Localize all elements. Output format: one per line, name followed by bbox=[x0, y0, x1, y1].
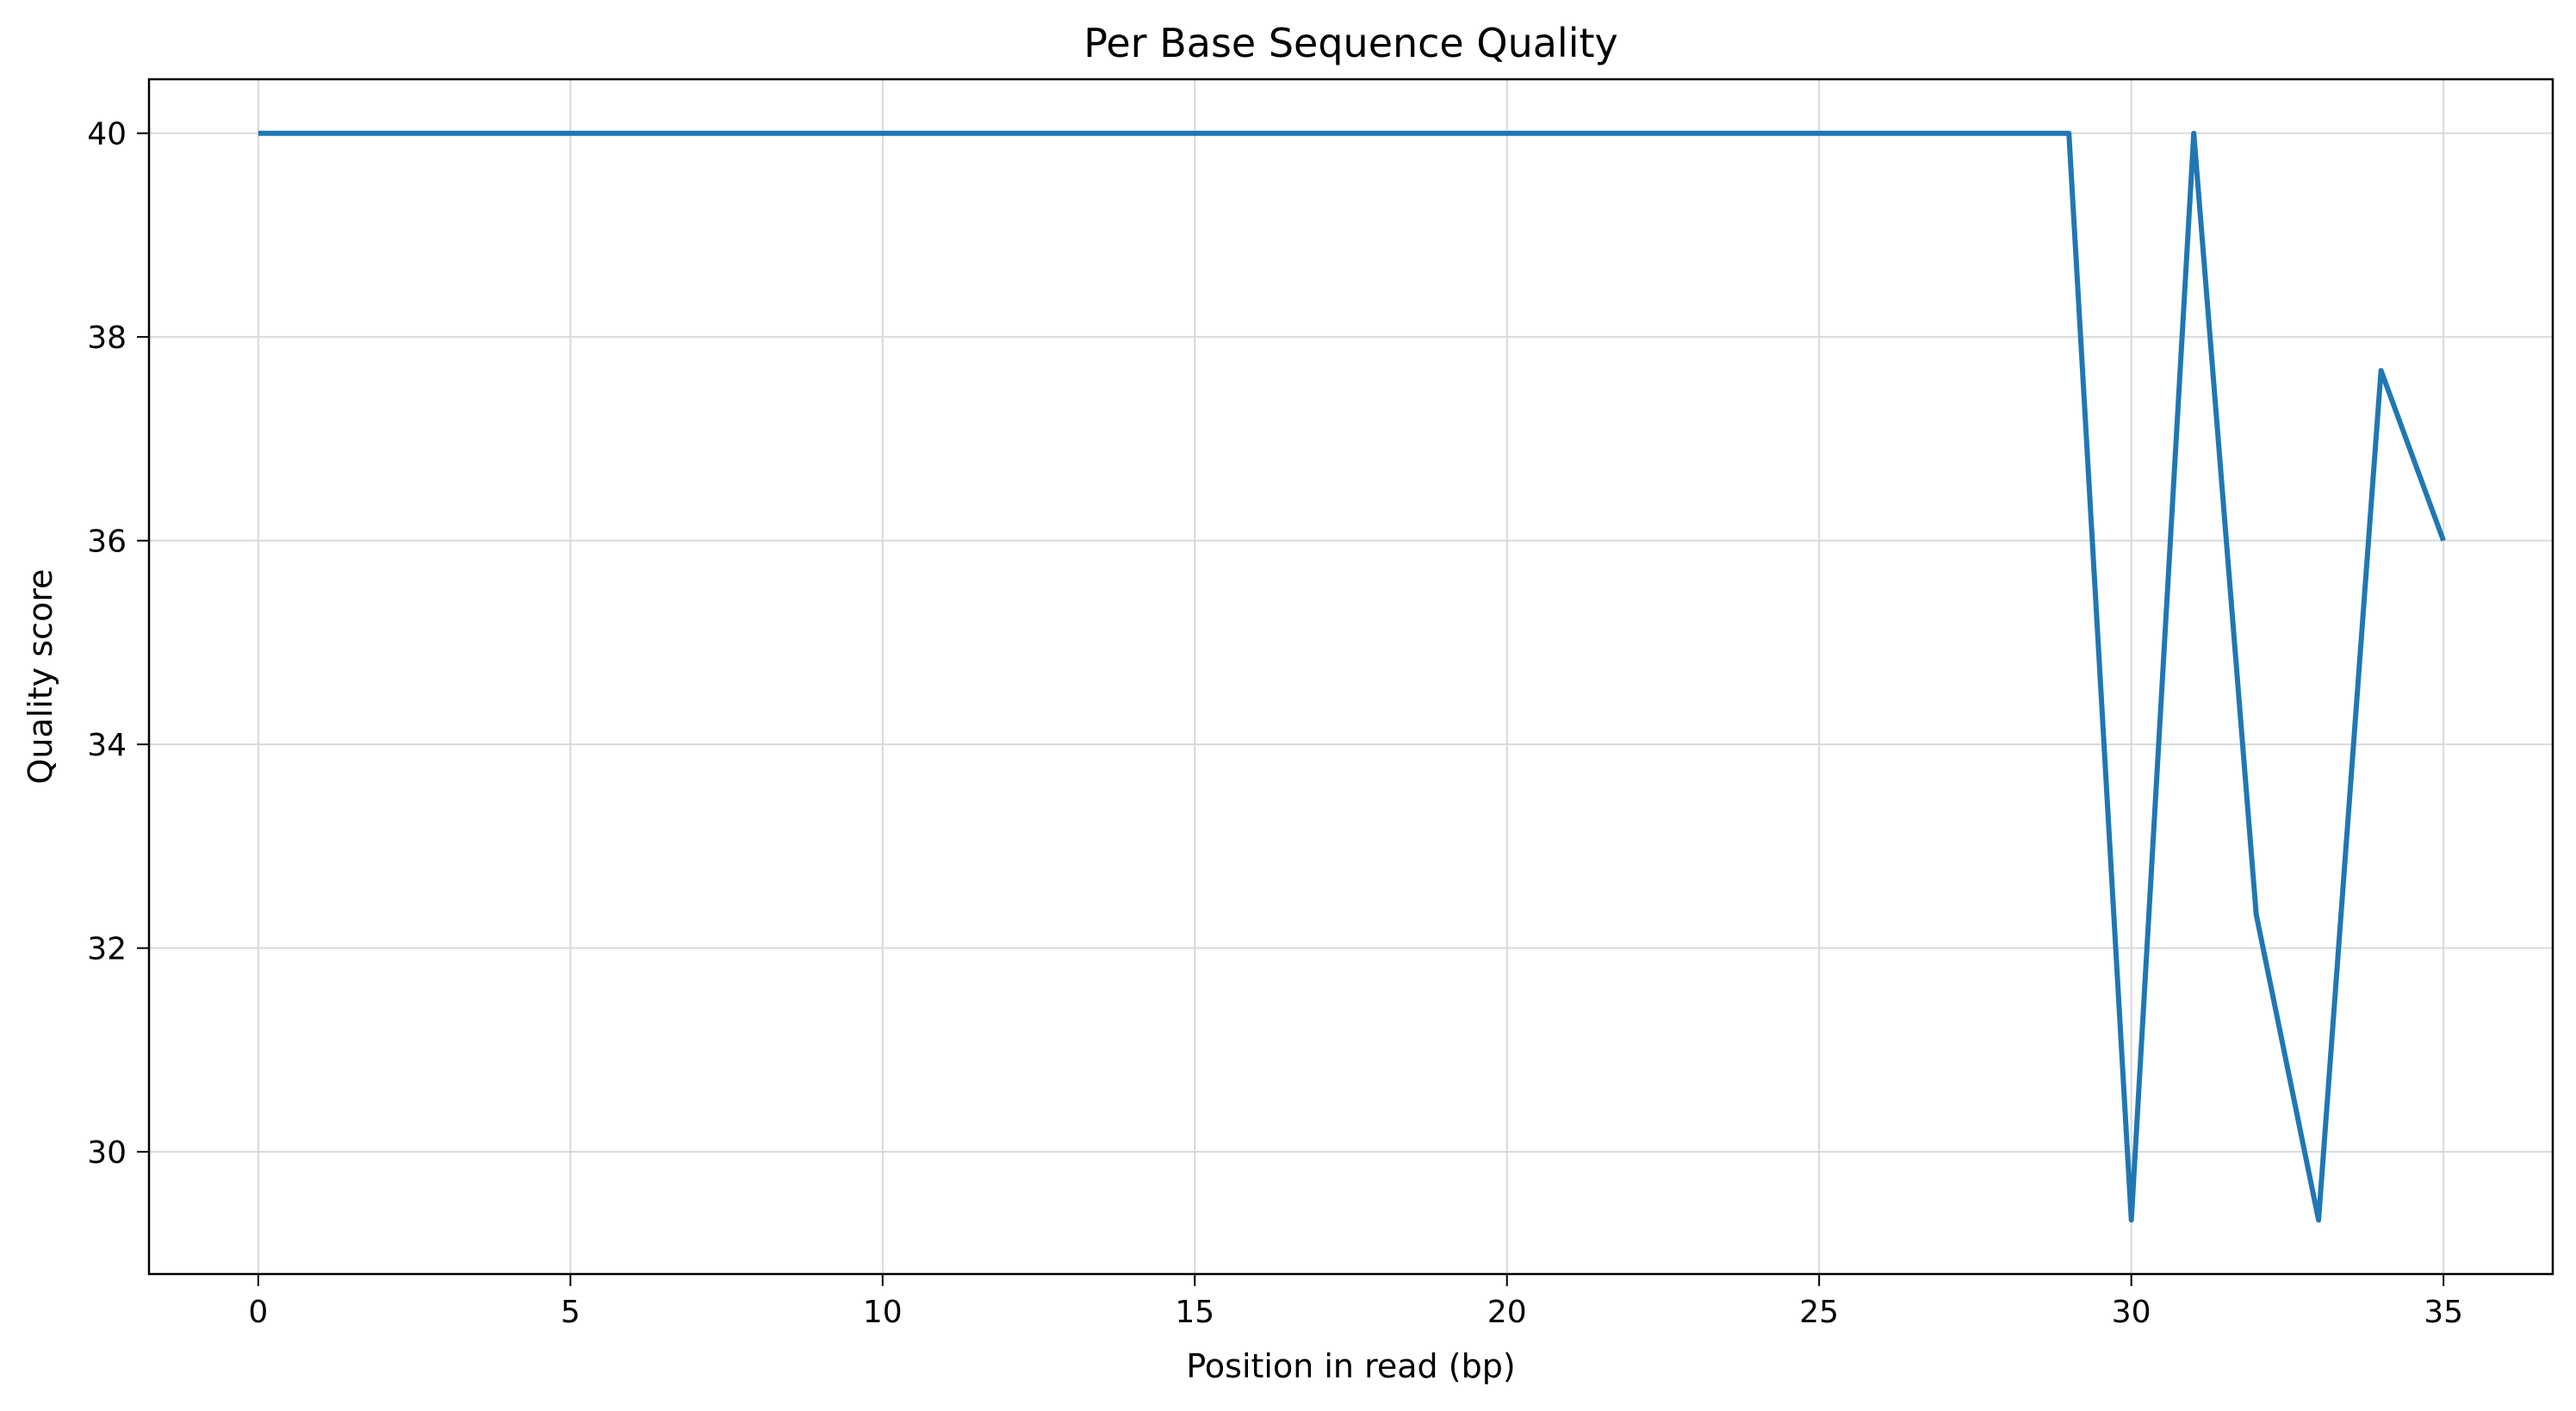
y-tick-label: 30 bbox=[87, 1135, 127, 1171]
y-tick-label: 40 bbox=[87, 117, 127, 152]
y-tick-label: 36 bbox=[87, 525, 127, 560]
axes-frame bbox=[147, 78, 2554, 1276]
x-tick-label: 10 bbox=[863, 1295, 903, 1330]
y-axis-label: Quality score bbox=[22, 569, 59, 785]
x-axis-label: Position in read (bp) bbox=[1186, 1347, 1515, 1385]
y-tick-label: 32 bbox=[87, 932, 127, 967]
x-tick-label: 30 bbox=[2112, 1295, 2151, 1330]
x-tick-label: 15 bbox=[1175, 1295, 1214, 1330]
x-axis-ticks: 0 5 10 15 20 25 30 35 bbox=[248, 1274, 2463, 1330]
x-tick-label: 5 bbox=[561, 1295, 580, 1330]
chart-title: Per Base Sequence Quality bbox=[1083, 20, 1617, 66]
x-tick-label: 35 bbox=[2424, 1295, 2463, 1330]
x-tick-label: 0 bbox=[248, 1295, 268, 1330]
y-tick-label: 34 bbox=[87, 728, 127, 763]
y-axis-ticks: 30 32 34 36 38 40 bbox=[87, 117, 149, 1171]
series-layer bbox=[258, 130, 2446, 1223]
x-tick-label: 25 bbox=[1799, 1295, 1839, 1330]
series-line bbox=[258, 130, 2446, 1223]
x-tick-label: 20 bbox=[1487, 1295, 1527, 1330]
y-tick-label: 38 bbox=[87, 320, 127, 356]
